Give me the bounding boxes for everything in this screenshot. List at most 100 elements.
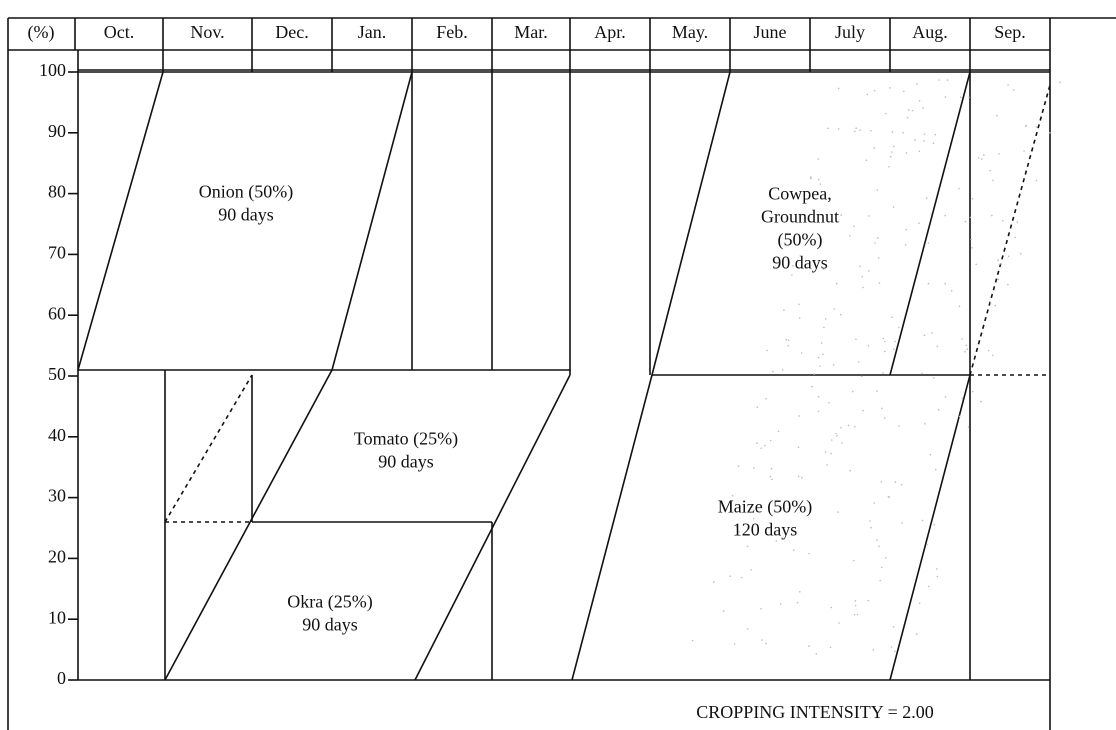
stipple-dot xyxy=(980,400,982,403)
stipple-dot xyxy=(740,576,743,579)
stipple-dot xyxy=(1016,221,1019,223)
month-label: Aug. xyxy=(912,22,948,42)
stipple-dot xyxy=(761,639,763,641)
stipple-dot xyxy=(987,349,990,352)
stipple-dot xyxy=(691,639,694,642)
stipple-dot xyxy=(958,305,961,308)
stipple-dot xyxy=(980,158,983,160)
stipple-dot xyxy=(925,197,928,199)
stipple xyxy=(691,79,1061,655)
stipple-dot xyxy=(934,133,937,136)
stipple-dot xyxy=(797,475,800,478)
stipple-dot xyxy=(783,309,785,311)
stipple-dot xyxy=(870,130,872,132)
stipple-dot xyxy=(878,257,880,259)
stipple-dot xyxy=(868,215,870,217)
stipple-dot xyxy=(756,406,759,409)
stipple-dot xyxy=(808,645,810,647)
stipple-dot xyxy=(791,274,793,276)
stipple-dot xyxy=(810,176,812,178)
stipple-dot xyxy=(876,539,878,541)
stipple-dot xyxy=(765,642,767,645)
stipple-dot xyxy=(999,263,1002,265)
stipple-dot xyxy=(735,525,738,528)
stipple-dot xyxy=(977,157,980,159)
stipple-dot xyxy=(878,282,881,284)
stipple-dot xyxy=(769,475,772,478)
stipple-dot xyxy=(808,552,810,555)
stipple-dot xyxy=(881,407,883,410)
stipple-dot xyxy=(854,600,857,602)
stipple-dot xyxy=(927,242,930,244)
crop-label: Tomato (25%) xyxy=(354,429,458,450)
stipple-dot xyxy=(840,427,842,429)
stipple-dot xyxy=(992,179,994,182)
stipple-dot xyxy=(835,432,837,435)
stipple-dot xyxy=(893,348,895,351)
stipple-dot xyxy=(991,214,993,217)
stipple-dot xyxy=(826,464,828,466)
stipple-dot xyxy=(857,361,860,363)
month-label: July xyxy=(835,22,865,42)
stipple-dot xyxy=(929,453,932,456)
stipple-dot xyxy=(839,313,842,316)
stipple-dot xyxy=(888,166,890,168)
stipple-dot xyxy=(819,365,821,367)
crop-label: 90 days xyxy=(218,205,274,225)
stipple-dot xyxy=(922,107,924,109)
stipple-dot xyxy=(889,368,892,371)
stipple-dot xyxy=(835,282,838,285)
stipple-dot xyxy=(861,276,864,278)
stipple-dot xyxy=(817,356,820,359)
stipple-dot xyxy=(944,282,946,285)
stipple-dot xyxy=(815,653,818,655)
stipple-dot xyxy=(878,545,880,547)
crop-label: (50%) xyxy=(778,230,823,251)
stipple-dot xyxy=(880,481,883,483)
stipple-dot xyxy=(862,409,864,412)
stipple-dot xyxy=(998,153,1000,155)
stipple-dot xyxy=(946,79,949,81)
stipple-dot xyxy=(937,408,940,411)
stipple-dot xyxy=(1002,220,1004,222)
stipple-dot xyxy=(971,390,974,393)
y-tick-label: 10 xyxy=(48,607,66,627)
stipple-dot xyxy=(853,425,856,428)
stipple-dot xyxy=(932,377,935,379)
stipple-dot xyxy=(901,522,903,524)
stipple-dot xyxy=(887,495,890,498)
crop-label: Maize (50%) xyxy=(718,497,812,518)
crop-label: 90 days xyxy=(378,452,434,472)
y-tick-label: 80 xyxy=(48,182,66,202)
stipple-dot xyxy=(775,540,778,542)
stipple-dot xyxy=(997,259,999,262)
stipple-dot xyxy=(764,444,766,447)
stipple-dot xyxy=(853,614,856,616)
stipple-dot xyxy=(944,396,947,398)
y-tick-label: 40 xyxy=(48,425,66,445)
stipple-dot xyxy=(1059,81,1061,83)
stipple-dot xyxy=(867,599,870,602)
stipple-dot xyxy=(831,439,833,441)
stipple-dot xyxy=(961,338,963,340)
stipple-dot xyxy=(792,265,794,267)
stipple-dot xyxy=(868,270,870,272)
stipple-dot xyxy=(923,334,926,337)
stipple-dot xyxy=(772,370,774,373)
stipple-dot xyxy=(737,465,740,467)
stipple-dot xyxy=(961,397,964,400)
stipple-dot xyxy=(918,150,921,153)
crop-label: 90 days xyxy=(302,615,358,635)
stipple-dot xyxy=(766,349,768,352)
frame xyxy=(7,17,1116,730)
stipple-dot xyxy=(880,566,883,569)
y-tick-label: 30 xyxy=(48,486,66,506)
stipple-dot xyxy=(891,131,894,133)
y-tick-label: 0 xyxy=(57,668,66,688)
stipple-dot xyxy=(829,646,832,649)
stipple-dot xyxy=(997,278,1000,281)
stipple-dot xyxy=(914,139,916,141)
stipple-dot xyxy=(911,109,914,112)
stipple-dot xyxy=(918,100,921,102)
